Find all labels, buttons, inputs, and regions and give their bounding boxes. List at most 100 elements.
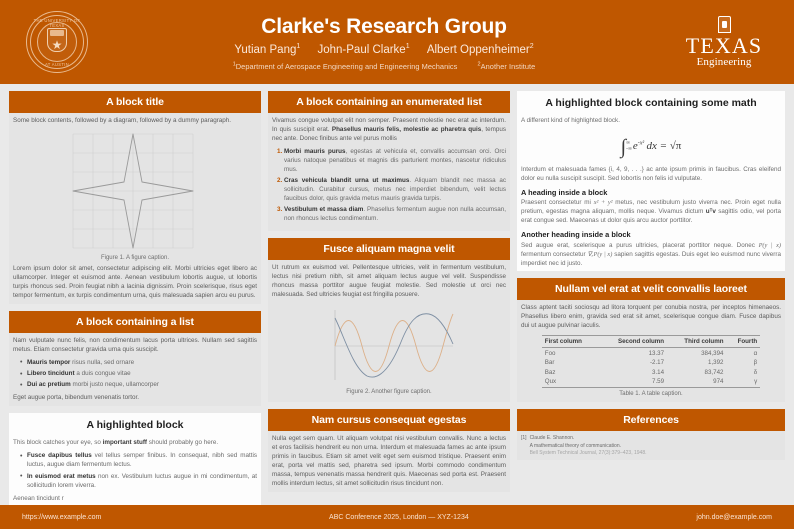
- reference-number: [1]: [521, 435, 527, 442]
- table-caption: Table 1. A table caption.: [619, 391, 683, 398]
- block-heading: A highlighted block containing some math: [545, 97, 757, 109]
- block-fusce-aliquam-magna-velit: Fusce aliquam magna velit Ut rutrum ex e…: [268, 238, 510, 403]
- block-math-highlight: A highlighted block containing some math…: [517, 91, 785, 272]
- column-middle: A block containing an enumerated list Vi…: [268, 91, 510, 505]
- list-item: Morbi mauris purus, egestas at vehicula …: [284, 148, 506, 175]
- table-cell: β: [753, 359, 758, 367]
- gaussian-integral-equation: ∫∞ -∞e-x² dx = √π: [620, 135, 682, 158]
- header-center: Clarke's Research Group Yutian Pang1 Joh…: [88, 13, 680, 72]
- table-cell: -2.17: [649, 359, 665, 367]
- list-item: Cras vehicula blandit urna ut maximus. A…: [284, 177, 506, 204]
- list-item: Vestibulum et massa diam. Phasellus ferm…: [284, 206, 506, 224]
- block-body-text: Ut rutrum ex euismod vel. Pellentesque u…: [272, 264, 506, 299]
- list-item: In euismod erat metus non ex. Vestibulum…: [20, 472, 257, 491]
- column-header: First column: [541, 335, 599, 349]
- block-heading: References: [517, 409, 785, 432]
- column-header: Fourth: [726, 335, 761, 349]
- table-cell: 13.37: [648, 349, 665, 357]
- block-heading: A block containing a list: [9, 310, 261, 333]
- list-item: Mauris tempor risus nulla, sed ornare: [20, 358, 257, 368]
- reference-title: A mathematical theory of communication.: [529, 442, 621, 449]
- block-subheading-1: A heading inside a block: [521, 187, 608, 197]
- author-entry: Yutian Pang1: [234, 43, 301, 57]
- block-intro-text: This block catches your eye, so importan…: [13, 439, 219, 447]
- block-heading: A block containing an enumerated list: [268, 91, 510, 113]
- footer-conference: ABC Conference 2025, London — XYZ-1234: [329, 513, 469, 521]
- table-cell: 3.14: [652, 368, 665, 376]
- column-right: A highlighted block containing some math…: [517, 91, 785, 505]
- block-intro-text: Nam vulputate nunc felis, non condimentu…: [13, 336, 257, 353]
- block-nullam-vel-erat: Nullam vel erat at velit convallis laore…: [517, 278, 785, 403]
- poster-header: THE UNIVERSITY OF TEXAS ★ AT AUSTIN Clar…: [0, 0, 794, 84]
- subheading-2-body: Sed augue erat, scelerisque a purus ultr…: [521, 241, 781, 267]
- block-intro-text: Vivamus congue volutpat elit non semper.…: [272, 117, 506, 142]
- table-cell: 83,742: [704, 368, 724, 376]
- numbered-list: Morbi mauris purus, egestas at vehicula …: [272, 148, 506, 225]
- block-heading: A block title: [9, 91, 261, 113]
- table-cell: Foo: [544, 349, 556, 357]
- reference-entry: [1] Claude E. Shannon. A mathematical th…: [521, 435, 781, 457]
- block-heading: Nullam vel erat at velit convallis laore…: [517, 278, 785, 301]
- block-body-text: Lorem ipsum dolor sit amet, consectetur …: [13, 264, 257, 299]
- table-row: Qux 7.59 974 γ: [541, 377, 761, 389]
- table-cell: Qux: [541, 377, 599, 389]
- footer-email[interactable]: john.doe@example.com: [696, 513, 772, 521]
- block-nam-cursus-consequat-egestas: Nam cursus consequat egestas Nulla eget …: [268, 409, 510, 492]
- block-body-text: Class aptent taciti sociosqu ad litora t…: [521, 304, 781, 330]
- affiliation-entry: 2Another Institute: [477, 61, 536, 72]
- column-left: A block title Some block contents, follo…: [9, 91, 261, 507]
- engineering-wordmark: Engineering: [696, 55, 752, 68]
- table-row: Foo 13.37 384,394 α: [542, 348, 760, 358]
- table-cell: Bar: [544, 359, 555, 367]
- table-row: Baz 3.14 83,742 δ: [542, 367, 760, 377]
- table-header-row: First column Second column Third column …: [541, 335, 761, 349]
- column-header: Third column: [667, 335, 727, 349]
- table-cell: Baz: [544, 368, 556, 376]
- figure-1: [13, 129, 257, 252]
- block-heading: Nam cursus consequat egestas: [268, 409, 510, 432]
- table-cell: δ: [753, 368, 758, 376]
- author-entry: John-Paul Clarke1: [317, 43, 410, 57]
- poster-title: Clarke's Research Group: [261, 14, 507, 38]
- table-cell: 384,394: [701, 349, 724, 357]
- author-entry: Albert Oppenheimer2: [426, 43, 534, 57]
- block-outro-text: Eget augue porta, bibendum venenatis tor…: [13, 394, 140, 402]
- block-a-highlighted-block: A highlighted block This block catches y…: [9, 413, 261, 507]
- poster-footer: https://www.example.com ABC Conference 2…: [0, 505, 794, 529]
- ut-austin-seal-icon: THE UNIVERSITY OF TEXAS ★ AT AUSTIN: [26, 11, 88, 73]
- ut-tower-icon: [717, 16, 731, 34]
- star-diagram: [72, 133, 193, 249]
- data-table: First column Second column Third column …: [541, 335, 761, 389]
- block-a-block-containing-a-list: A block containing a list Nam vulputate …: [9, 310, 261, 407]
- table-row: Bar -2.17 1,392 β: [542, 358, 760, 368]
- figure-2-caption: Figure 2. Another figure caption.: [346, 389, 432, 396]
- bullet-list: Fusce dapibus tellus vel tellus semper f…: [13, 452, 257, 490]
- table-cell: 7.59: [598, 377, 668, 389]
- sine-wave-plot: [334, 310, 454, 381]
- table-cell: 974: [667, 377, 727, 389]
- poster-body: A block title Some block contents, follo…: [0, 84, 794, 507]
- block-a-block-title: A block title Some block contents, follo…: [9, 91, 261, 304]
- footer-website[interactable]: https://www.example.com: [22, 513, 102, 521]
- table-cell: γ: [726, 377, 761, 389]
- block-subheading-2: Another heading inside a block: [521, 230, 631, 240]
- block-heading: A highlighted block: [86, 419, 184, 432]
- affiliation-list: 1Department of Aerospace Engineering and…: [88, 62, 680, 71]
- reference-author: Claude E. Shannon.: [529, 435, 575, 442]
- affiliation-entry: 1Department of Aerospace Engineering and…: [232, 61, 458, 72]
- figure-1-caption: Figure 1. A figure caption.: [100, 254, 170, 261]
- reference-venue: Bell System Technical Journal, 27(3):379…: [529, 449, 647, 456]
- block-enumerated-list: A block containing an enumerated list Vi…: [268, 91, 510, 232]
- figure-2: [272, 304, 506, 387]
- table-cell: 1,392: [708, 359, 724, 367]
- list-item: Fusce dapibus tellus vel tellus semper f…: [20, 452, 257, 470]
- table-cell: α: [753, 349, 758, 357]
- subheading-1-body: Praesent consectetur mi x² + y² metus, n…: [521, 199, 782, 225]
- bullet-list: Mauris tempor risus nulla, sed ornare Li…: [13, 358, 257, 391]
- list-item: Libero tincidunt a duis congue vitae: [20, 370, 257, 380]
- texas-wordmark: TEXAS: [685, 33, 763, 59]
- block-heading: Fusce aliquam magna velit: [268, 238, 510, 261]
- block-outro-text: Aenean tincidunt r: [13, 494, 64, 502]
- block-intro-text: A different kind of highlighted block.: [521, 117, 620, 124]
